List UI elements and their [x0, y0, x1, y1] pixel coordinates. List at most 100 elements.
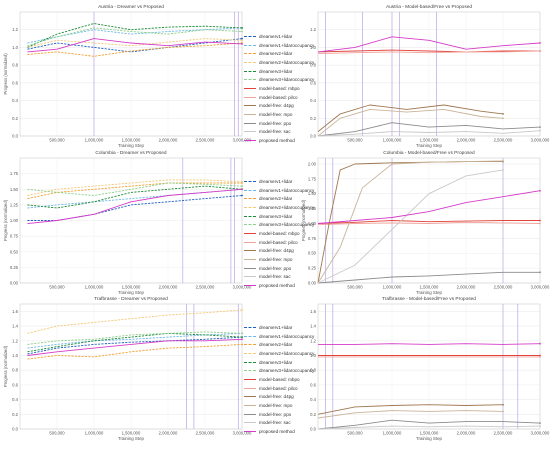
legend-item[interactable]: dreamerv3+lidaroccupancy — [244, 366, 316, 375]
legend-item[interactable]: dreamerv1+lidaroccupancy — [244, 41, 316, 50]
legend-item[interactable]: model-based: mbpo — [244, 84, 316, 93]
x-tick-label: 1,500,000 — [420, 285, 439, 290]
legend-item[interactable]: dreamerv2+lidar — [244, 194, 316, 203]
legend-swatch — [244, 326, 256, 328]
series-end-point — [539, 50, 541, 52]
legend-item[interactable]: dreamerv1+lidaroccupancy — [244, 186, 316, 195]
y-tick-label: 1.25 — [10, 202, 19, 207]
legend-item[interactable]: proposed method — [244, 427, 316, 436]
legend-item[interactable]: model-free: d4pg — [244, 102, 316, 111]
series-end-point — [539, 222, 541, 225]
x-tick-label: 1,500,000 — [420, 431, 439, 436]
legend-item[interactable]: model-free: mpo — [244, 110, 316, 119]
legend-swatch — [244, 232, 256, 234]
legend-item[interactable]: model-based: pilco — [244, 93, 316, 102]
chart-austria-model: Austria - Model-based/Free vs Proposed 0.… — [310, 4, 550, 148]
legend-label: model-based: mbpo — [259, 85, 300, 91]
y-tick-label: 1.2 — [12, 338, 18, 343]
legend-label: dreamerv2+lidar — [259, 196, 293, 202]
x-tick-label: 500,000 — [49, 285, 65, 290]
legend-item[interactable]: dreamerv3+lidar — [244, 212, 316, 221]
series-end-point — [502, 117, 504, 120]
y-tick-label: 0.2 — [12, 412, 18, 417]
series-line-model-free-sac — [317, 425, 541, 430]
legend-label: dreamerv1+lidaroccupancy — [259, 333, 315, 339]
legend-item[interactable]: dreamerv3+lidar — [244, 358, 316, 367]
legend-swatch — [244, 361, 256, 363]
x-tick-label: 500,000 — [347, 285, 363, 290]
plot-frame — [19, 11, 243, 137]
legend-item[interactable]: model-free: ppo — [244, 119, 316, 128]
legend-item[interactable]: model-free: sac — [244, 273, 316, 282]
x-tick-label: 2,500,000 — [494, 431, 513, 436]
legend-item[interactable]: model-free: mpo — [244, 401, 316, 410]
legend-item[interactable]: model-free: sac — [244, 128, 316, 137]
legend-swatch — [244, 285, 256, 287]
legend-swatch — [244, 344, 256, 346]
legend-item[interactable]: dreamerv1+lidar — [244, 32, 316, 41]
x-tick-label: 2,000,000 — [457, 285, 476, 290]
legend-swatch — [244, 53, 256, 55]
y-tick-label: 0.0 — [310, 427, 316, 432]
chart-columbia-model: Columbia - Model-based/Free vs Proposed 0… — [301, 150, 550, 295]
legend-swatch — [244, 44, 256, 46]
series-end-point — [539, 342, 541, 345]
plot-frame — [19, 303, 243, 430]
y-tick-label: 1.25 — [308, 206, 317, 211]
series-line-dreamerv2-lidar — [27, 182, 242, 200]
legend-item[interactable]: dreamerv2+lidar — [244, 340, 316, 349]
x-tick-label: 3,000,000 — [233, 285, 252, 290]
legend-item[interactable]: model-free: sac — [244, 419, 316, 428]
series-line-proposed-method — [317, 36, 541, 53]
legend-item[interactable]: model-based: mbpo — [244, 375, 316, 384]
legend-item[interactable]: model-based: pilco — [244, 384, 316, 393]
legend-item[interactable]: dreamerv3+lidaroccupancy — [244, 220, 316, 229]
legend-label: proposed method — [259, 138, 295, 144]
chart-trafbrasse-dreamer: Trafbrasse - Dreamer vs Proposed 0.0 0.2 0.… — [3, 296, 252, 441]
legend-label: dreamerv3+lidaroccupancy — [259, 222, 315, 228]
legend-item[interactable]: dreamerv3+lidar — [244, 67, 316, 76]
y-tick-label: 1.0 — [12, 353, 18, 358]
legend-label: model-free: ppo — [259, 265, 292, 271]
legend-item[interactable]: model-free: d4pg — [244, 393, 316, 402]
x-axis-label: Training Step — [416, 143, 443, 148]
x-axis-label: Training Step — [118, 436, 145, 441]
legend-item[interactable]: model-free: ppo — [244, 264, 316, 273]
legend-item[interactable]: model-free: ppo — [244, 410, 316, 419]
x-tick-label: 500,000 — [49, 138, 65, 143]
legend-label: dreamerv1+lidar — [259, 178, 293, 184]
legend-label: dreamerv2+lidaroccupancy — [259, 350, 315, 356]
series-end-point — [241, 30, 243, 33]
legend-item[interactable]: dreamerv2+lidar — [244, 49, 316, 58]
legend-item[interactable]: model-based: pilco — [244, 238, 316, 247]
series-end-point — [241, 185, 243, 188]
series-end-point — [539, 354, 541, 357]
legend-item[interactable]: dreamerv1+lidaroccupancy — [244, 332, 316, 341]
legend-label: model-free: d4pg — [259, 103, 294, 109]
x-tick-label: 2,500,000 — [196, 138, 215, 143]
series-end-point — [241, 188, 243, 191]
legend-item[interactable]: dreamerv3+lidaroccupancy — [244, 75, 316, 84]
legend-item[interactable]: dreamerv1+lidar — [244, 177, 316, 186]
legend-swatch — [244, 413, 256, 415]
series-line-dreamerv3-lidaroccupancy — [27, 182, 243, 196]
series-end-point — [241, 37, 243, 40]
legend-swatch — [244, 215, 256, 217]
y-tick-label: 0.6 — [12, 382, 18, 387]
legend-item[interactable]: proposed method — [244, 136, 316, 145]
legend-item[interactable]: proposed method — [244, 281, 316, 290]
series-end-point — [539, 126, 541, 129]
legend-item[interactable]: model-free: mpo — [244, 255, 316, 264]
y-tick-label: 1.0 — [310, 45, 316, 50]
legend-item[interactable]: model-free: d4pg — [244, 247, 316, 256]
legend-item[interactable]: dreamerv2+lidaroccupancy — [244, 349, 316, 358]
legend-item[interactable]: model-based: mbpo — [244, 229, 316, 238]
legend-label: model-free: d4pg — [259, 248, 294, 254]
series-line-dreamerv3-lidar — [27, 23, 243, 48]
y-tick-label: 0.75 — [10, 234, 19, 239]
legend-item[interactable]: dreamerv2+lidaroccupancy — [244, 58, 316, 67]
legend-item[interactable]: dreamerv1+lidar — [244, 323, 316, 332]
legend-swatch — [244, 114, 256, 116]
series-end-point — [539, 129, 541, 132]
legend-item[interactable]: dreamerv2+lidaroccupancy — [244, 203, 316, 212]
